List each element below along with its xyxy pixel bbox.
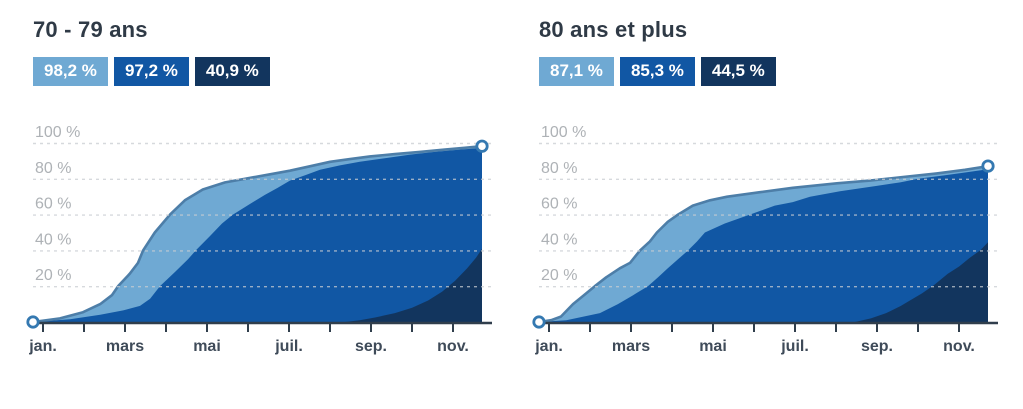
legend-badge-fully-vaccinated: 85,3 % xyxy=(619,57,695,86)
x-axis-label: jan. xyxy=(534,338,563,355)
area-fully-vaccinated xyxy=(539,169,988,322)
y-axis-label: 20 % xyxy=(35,267,71,284)
chart-title: 70 - 79 ans xyxy=(33,17,148,42)
start-marker xyxy=(26,315,40,329)
x-axis-label: mars xyxy=(612,338,650,355)
chart-panel-80-ans-et-plus: 80 ans et plus 87,1 % 85,3 % 44,5 % 100 … xyxy=(506,0,1023,409)
end-marker xyxy=(981,159,995,173)
x-axis-label: juil. xyxy=(274,338,303,355)
x-axis-label: mai xyxy=(699,338,727,355)
x-axis-label: mars xyxy=(106,338,144,355)
y-axis-label: 40 % xyxy=(35,231,71,248)
end-marker xyxy=(475,139,489,153)
first-dose-line xyxy=(537,164,990,324)
legend-badge-first-dose: 98,2 % xyxy=(33,57,108,86)
legend-badge-fully-vaccinated: 97,2 % xyxy=(113,57,189,86)
x-axis-label: nov. xyxy=(943,338,975,355)
y-axis-label: 80 % xyxy=(35,160,71,177)
y-axis-label: 20 % xyxy=(541,267,577,284)
x-axis-label: nov. xyxy=(437,338,469,355)
legend-badge-booster: 44,5 % xyxy=(700,57,776,86)
first-dose-line xyxy=(31,144,484,324)
chart-panel-70-79-ans: 70 - 79 ans 98,2 % 97,2 % 40,9 % 100 % 80… xyxy=(0,0,506,409)
area-booster xyxy=(539,242,988,322)
y-axis-label: 60 % xyxy=(541,196,577,213)
legend-badge-first-dose: 87,1 % xyxy=(539,57,614,86)
area-booster xyxy=(33,248,482,322)
legend-badge-booster: 40,9 % xyxy=(194,57,270,86)
chart-title: 80 ans et plus xyxy=(539,17,688,42)
y-axis-label: 100 % xyxy=(541,124,586,141)
legend: 87,1 % 85,3 % 44,5 % xyxy=(539,57,776,86)
area-chart-80-ans-et-plus: 100 % 80 % 60 % 40 % 20 % jan. mars mai juil. sep… xyxy=(532,124,998,355)
y-axis-label: 80 % xyxy=(541,160,577,177)
y-axis-label: 100 % xyxy=(35,124,80,141)
legend: 98,2 % 97,2 % 40,9 % xyxy=(33,57,270,86)
y-axis-label: 40 % xyxy=(541,231,577,248)
x-axis-label: juil. xyxy=(780,338,809,355)
area-fully-vaccinated xyxy=(33,148,482,322)
start-marker xyxy=(532,315,546,329)
x-axis-label: sep. xyxy=(355,338,387,355)
area-chart-70-79-ans: 100 % 80 % 60 % 40 % 20 % jan. mars mai juil. sep… xyxy=(26,124,492,355)
x-axis-label: sep. xyxy=(861,338,893,355)
x-axis-label: mai xyxy=(193,338,221,355)
x-axis-label: jan. xyxy=(28,338,57,355)
y-axis-label: 60 % xyxy=(35,196,71,213)
